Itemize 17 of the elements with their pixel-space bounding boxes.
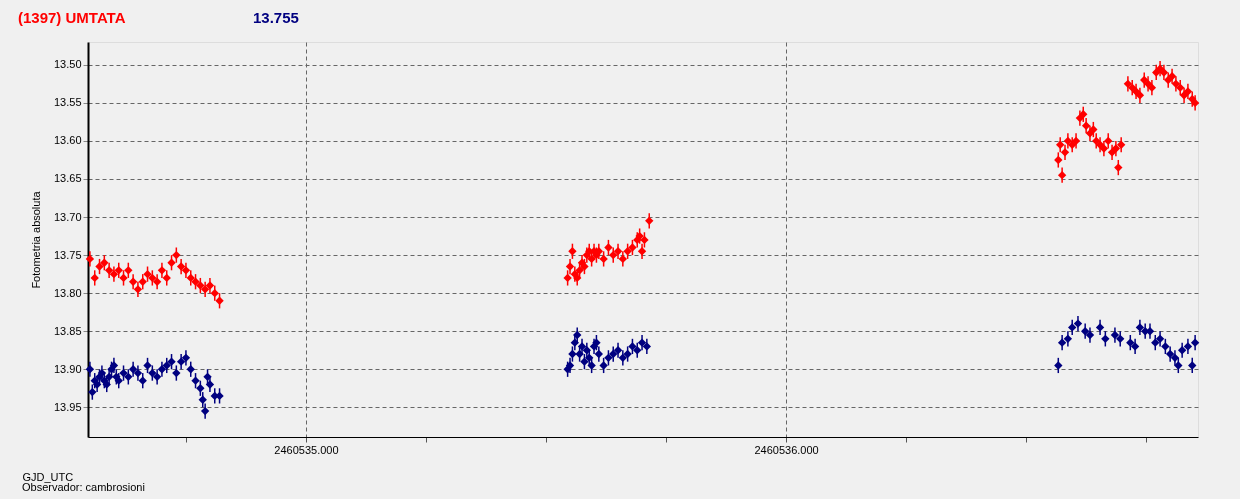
y-tick-label: 13.55: [53, 96, 82, 109]
y-tick-label: 13.95: [53, 400, 82, 413]
y-tick-label: 13.75: [53, 248, 82, 261]
y-tick-label: 13.70: [53, 210, 82, 223]
y-tick-label: 13.80: [53, 286, 82, 299]
y-tick-label: 13.90: [53, 362, 82, 375]
x-tick-label: 2460535.000: [274, 443, 339, 456]
y-axis-title: Fotometria absoluta: [29, 190, 42, 289]
chart-subtitle: 13.755: [253, 9, 299, 26]
y-tick-label: 13.60: [53, 134, 82, 147]
chart-title: (1397) UMTATA: [18, 9, 126, 26]
text: Observador: cambrosioni: [22, 481, 145, 493]
y-tick-label: 13.65: [53, 172, 82, 185]
y-tick-label: 13.85: [53, 324, 82, 337]
x-tick-label: 2460536.000: [754, 443, 819, 456]
y-tick-label: 13.50: [53, 58, 82, 71]
x-axis-title: GJD_UTC: [22, 470, 74, 483]
